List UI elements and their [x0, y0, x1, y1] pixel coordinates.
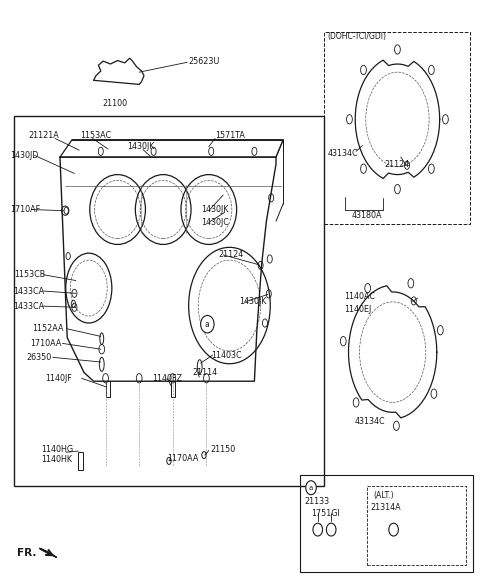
Text: 21150: 21150 — [210, 445, 236, 454]
Text: 1433CA: 1433CA — [13, 286, 45, 296]
Text: 21121A: 21121A — [29, 130, 60, 140]
Text: 43134C: 43134C — [354, 417, 385, 427]
Text: 25623U: 25623U — [189, 56, 220, 66]
Text: 11403C: 11403C — [211, 350, 242, 360]
Polygon shape — [39, 548, 57, 558]
Text: 1140FZ: 1140FZ — [153, 374, 182, 383]
Text: 1710AA: 1710AA — [30, 339, 61, 348]
Bar — [14, 116, 324, 486]
Text: 1140HG: 1140HG — [41, 445, 73, 454]
Text: 1430JK: 1430JK — [202, 205, 229, 214]
Text: 1433CA: 1433CA — [13, 301, 45, 311]
Text: 21314A: 21314A — [371, 503, 401, 512]
Text: FR.: FR. — [17, 548, 36, 558]
Text: (DOHC-TCI/GDI): (DOHC-TCI/GDI) — [327, 31, 386, 41]
Text: 1153CB: 1153CB — [14, 270, 46, 279]
Text: 1430JD: 1430JD — [11, 151, 39, 160]
Bar — [78, 452, 83, 470]
Text: 1571TA: 1571TA — [215, 130, 245, 140]
Text: 1140AC: 1140AC — [345, 292, 376, 301]
Text: 1751GI: 1751GI — [311, 509, 340, 518]
Bar — [300, 475, 473, 572]
Text: 1152AA: 1152AA — [33, 324, 64, 333]
Text: (ALT.): (ALT.) — [373, 491, 394, 501]
Text: a: a — [309, 485, 313, 491]
Text: 1140EJ: 1140EJ — [345, 305, 372, 314]
Text: 1710AF: 1710AF — [11, 205, 41, 214]
Bar — [171, 381, 175, 397]
Bar — [324, 32, 470, 224]
Text: 1430JK: 1430JK — [127, 142, 155, 151]
Text: 21124: 21124 — [384, 159, 409, 169]
Text: 21133: 21133 — [305, 497, 330, 506]
Text: 1170AA: 1170AA — [167, 454, 198, 463]
Text: a: a — [205, 320, 210, 329]
Ellipse shape — [306, 481, 316, 495]
Text: 1430JC: 1430JC — [202, 218, 229, 227]
Bar — [367, 486, 466, 565]
Ellipse shape — [201, 315, 214, 333]
Text: 1140JF: 1140JF — [46, 374, 72, 383]
Text: 1140HK: 1140HK — [41, 455, 72, 464]
Text: 43134C: 43134C — [327, 149, 358, 158]
Text: 21100: 21100 — [103, 98, 128, 108]
Text: 21124: 21124 — [218, 250, 244, 260]
Text: 1153AC: 1153AC — [81, 130, 112, 140]
Text: 26350: 26350 — [26, 353, 52, 362]
Text: 43180A: 43180A — [351, 211, 382, 220]
Text: 1430JK: 1430JK — [239, 297, 266, 306]
Bar — [106, 381, 110, 397]
Text: 21114: 21114 — [192, 368, 217, 377]
